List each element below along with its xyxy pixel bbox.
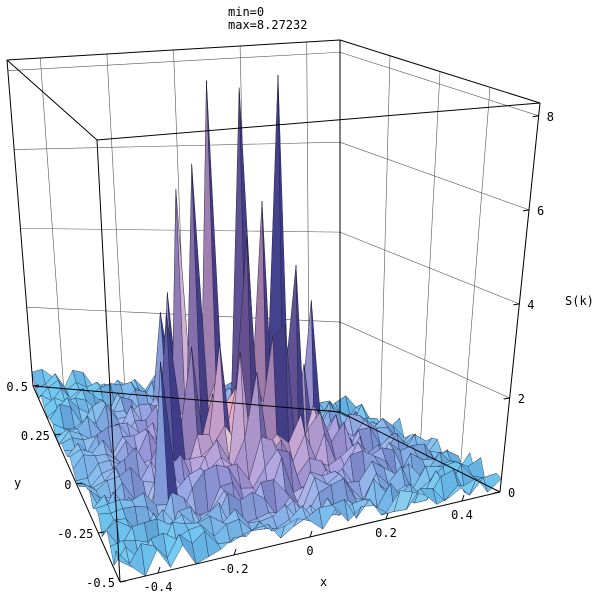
y-tick-label: -0.25 xyxy=(57,527,93,541)
chart-max-label: max=8.27232 xyxy=(228,18,307,32)
x-tick-mark xyxy=(385,512,389,520)
grid-line-x xyxy=(40,57,64,389)
grid-line-y xyxy=(459,87,491,473)
x-tick-mark xyxy=(233,548,237,556)
box-edge xyxy=(339,411,501,493)
y-tick-label: 0.25 xyxy=(21,429,50,443)
box-edge xyxy=(32,385,341,413)
x-axis-label: x xyxy=(320,575,327,589)
y-tick-label: 0.5 xyxy=(6,380,28,394)
z-tick-label: 6 xyxy=(537,204,544,218)
box-edge xyxy=(6,39,341,61)
z-axis-label: S(k) xyxy=(565,294,594,308)
surface-mesh xyxy=(31,74,502,577)
x-tick-label: -0.4 xyxy=(144,580,173,594)
x-tick-label: 0.2 xyxy=(375,526,397,540)
y-axis-label: y xyxy=(14,476,21,490)
x-tick-mark xyxy=(157,566,161,574)
y-tick-mark xyxy=(32,384,40,387)
z-tick-label: 4 xyxy=(527,298,534,312)
z-tick-mark xyxy=(522,209,530,212)
z-tick-mark xyxy=(503,397,510,400)
y-tick-mark xyxy=(98,531,105,534)
x-tick-label: 0 xyxy=(306,544,313,558)
z-tick-mark xyxy=(532,115,539,118)
y-tick-mark xyxy=(119,580,127,583)
box-edge xyxy=(96,139,121,583)
y-tick-mark xyxy=(54,433,61,436)
bounding-box xyxy=(6,39,541,583)
grid-line-x xyxy=(106,53,126,394)
box-edge xyxy=(499,102,541,493)
box-edge xyxy=(6,59,98,141)
surface-face xyxy=(483,473,502,493)
box-edge xyxy=(6,59,34,387)
x-tick-mark xyxy=(309,530,313,538)
z-tick-label: 8 xyxy=(547,110,554,124)
x-tick-mark xyxy=(461,494,465,502)
grid-line-y xyxy=(419,71,441,453)
y-tick-label: 0 xyxy=(64,478,71,492)
z-tick-label: 2 xyxy=(518,392,525,406)
y-tick-label: -0.5 xyxy=(86,576,115,590)
grid-line-y xyxy=(379,55,391,433)
z-tick-mark xyxy=(493,491,501,494)
z-tick-label: 0 xyxy=(508,486,515,500)
box-edge xyxy=(96,102,541,141)
y-tick-mark xyxy=(76,482,83,485)
tick-labels: -0.4 -0.2 0 0.2 0.4 0.5 0.25 0 -0.25 -0.5 0 2 4 6 8 xyxy=(6,110,554,594)
z-tick-mark xyxy=(513,303,520,306)
x-tick-label: -0.2 xyxy=(220,562,249,576)
x-tick-label: 0.4 xyxy=(451,508,473,522)
box-edge xyxy=(339,39,541,104)
chart-min-label: min=0 xyxy=(228,5,264,19)
